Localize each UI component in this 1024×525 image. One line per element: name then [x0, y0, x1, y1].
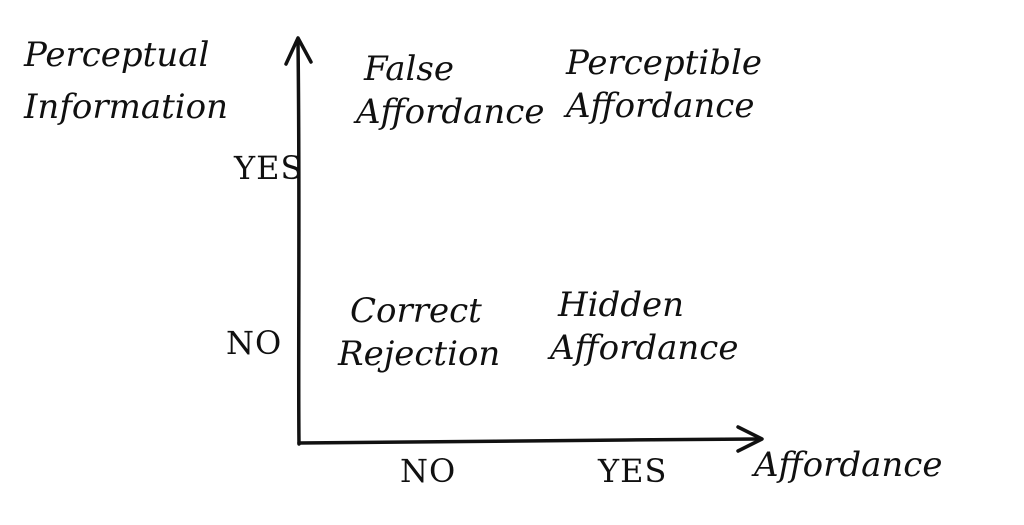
x-axis-line	[297, 437, 760, 445]
quadrant-bottom-right-line2: Affordance	[550, 327, 739, 368]
quadrant-top-left-line2: Affordance	[356, 91, 545, 132]
quadrant-bottom-left-line2: Rejection	[338, 333, 501, 374]
y-tick-yes: YES	[234, 149, 304, 187]
quadrant-bottom-left-line1: Correct	[350, 291, 482, 331]
quadrant-top-left-line1: False	[364, 49, 454, 89]
quadrant-bottom-left: Correct Rejection	[338, 290, 500, 375]
quadrant-top-right-line1: Perceptible	[566, 43, 762, 83]
x-axis-title: Affordance	[754, 445, 943, 485]
quadrant-top-right: Perceptible Affordance	[566, 42, 762, 127]
x-axis-arrowhead	[736, 425, 764, 453]
y-axis-arrowhead	[284, 36, 313, 66]
y-axis-line	[296, 40, 301, 446]
y-tick-no: NO	[226, 324, 283, 362]
y-axis-title-line1: Perceptual	[24, 35, 210, 75]
y-axis-title: Perceptual Information	[24, 38, 228, 124]
quadrant-top-left: False Affordance	[356, 48, 544, 133]
x-tick-no: NO	[400, 452, 457, 490]
quadrant-top-right-line2: Affordance	[566, 85, 755, 126]
y-axis-title-line2: Information	[24, 87, 229, 127]
quadrant-bottom-right: Hidden Affordance	[550, 284, 738, 369]
quadrant-bottom-right-line1: Hidden	[558, 285, 685, 325]
x-tick-yes: YES	[598, 452, 668, 490]
